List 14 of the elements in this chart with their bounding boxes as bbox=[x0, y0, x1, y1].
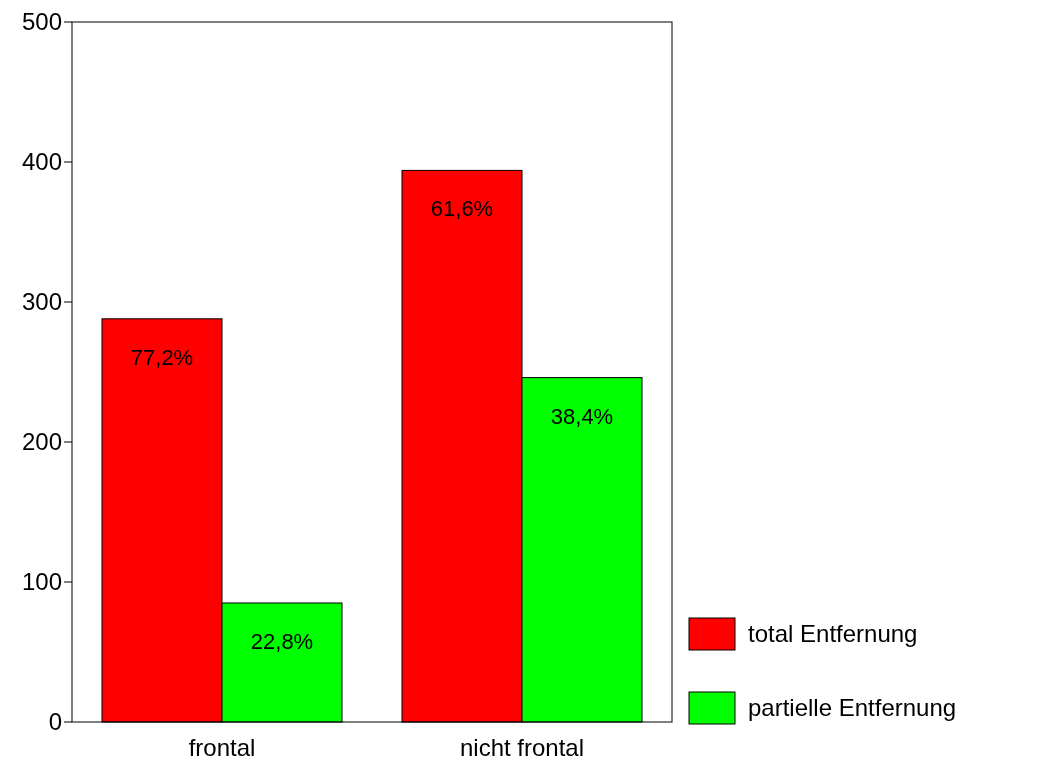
y-tick-label: 500 bbox=[21, 8, 62, 36]
x-tick-label: nicht frontal bbox=[459, 734, 585, 761]
y-tick-label: 400 bbox=[21, 148, 62, 176]
annotation: 61,6% bbox=[430, 196, 494, 222]
annotation: 38,4% bbox=[550, 403, 614, 429]
x-tick-label: frontal bbox=[188, 734, 256, 761]
legend-label: total Entfernung bbox=[748, 620, 918, 648]
annotation: 77,2% bbox=[130, 344, 194, 370]
y-tick-label: 0 bbox=[48, 708, 62, 736]
annotation: 22,8% bbox=[250, 629, 314, 654]
y-tick-label: 100 bbox=[21, 568, 62, 596]
y-tick-label: 300 bbox=[21, 288, 62, 316]
y-tick-label: 200 bbox=[21, 428, 62, 456]
legend-label: partielle Entfernung bbox=[748, 694, 957, 722]
